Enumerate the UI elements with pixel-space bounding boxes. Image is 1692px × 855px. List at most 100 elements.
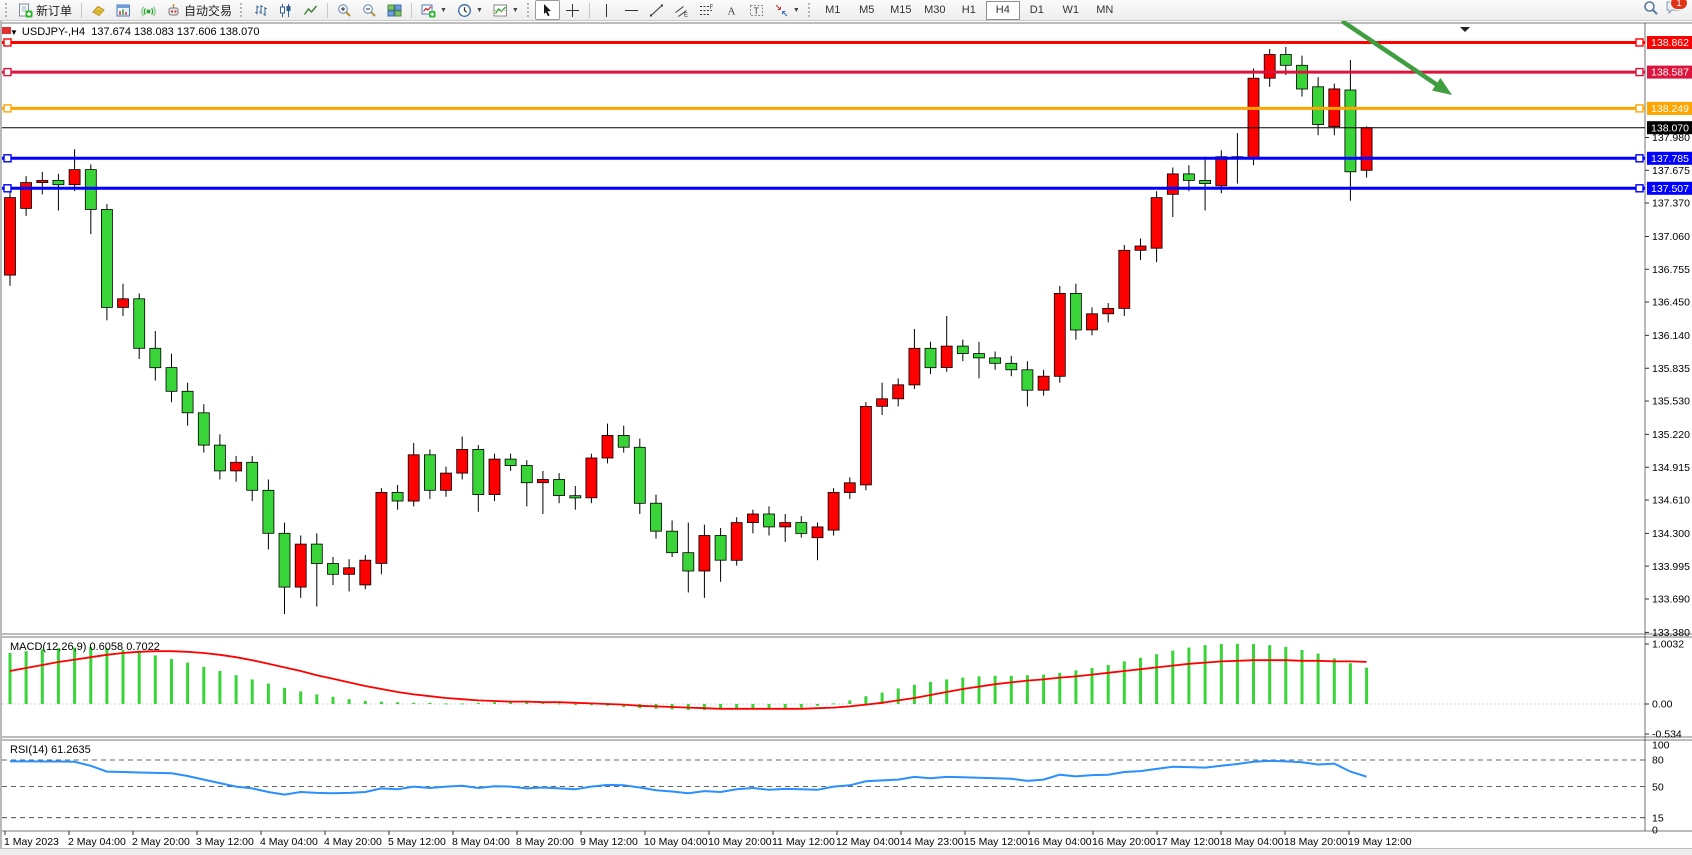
candle — [1021, 369, 1034, 391]
chart-window[interactable]: 137.980 137.675 137.370 137.060 136.755 136.4… — [0, 21, 1692, 855]
candle — [650, 502, 662, 532]
text-tool-button[interactable]: A — [719, 0, 744, 20]
line-handle — [1635, 154, 1644, 163]
horizontal-line-object-137.785[interactable] — [2, 154, 1645, 163]
text-label-tool-button[interactable]: T — [744, 0, 769, 20]
time-axis[interactable]: 1 May 2023 2 May 04:00 2 May 20:00 3 May 12… — [4, 831, 1412, 848]
horizontal-line-tool-button[interactable] — [619, 0, 644, 20]
signals-button[interactable] — [136, 0, 161, 20]
candle — [1134, 245, 1147, 251]
periods-button[interactable]: ▼ — [452, 0, 488, 20]
indicators-button[interactable]: ▼ — [488, 0, 524, 20]
candle — [133, 298, 146, 349]
zoom-out-button[interactable] — [357, 0, 382, 20]
timeframe-button-m30[interactable]: M30 — [924, 4, 946, 16]
candle — [633, 446, 646, 504]
horizontal-line-object-137.507[interactable] — [2, 184, 1645, 193]
timeframe-button-h1[interactable]: H1 — [961, 4, 976, 16]
rsi-axis: 100 80 50 150 — [1652, 740, 1670, 837]
candle — [1312, 86, 1324, 125]
red-anchor-square — [2, 27, 11, 34]
bar-chart-mode-button[interactable] — [248, 0, 273, 20]
price-tick-label: 133.380 — [1652, 627, 1690, 639]
timeframe-button-h4[interactable]: H4 — [985, 0, 1020, 20]
candle — [892, 384, 905, 400]
candle — [1215, 156, 1228, 187]
timeframe-button-m5[interactable]: M5 — [859, 4, 875, 16]
horizontal-line-object-138.862[interactable] — [2, 38, 1645, 47]
candle — [666, 530, 678, 554]
line-chart-mode-button[interactable] — [298, 0, 323, 20]
price-chart-canvas[interactable]: 137.980 137.675 137.370 137.060 136.755 136.4… — [2, 21, 1692, 855]
time-tick-label: 15 May 12:00 — [964, 836, 1028, 848]
line-handle — [1635, 104, 1644, 113]
time-tick-label: 16 May 04:00 — [1028, 836, 1092, 848]
price-badge-138.249: 138.249 — [1647, 101, 1692, 115]
price-tick-label: 136.450 — [1652, 297, 1690, 309]
arrows-tool-button[interactable]: ▼ — [769, 0, 805, 20]
macd-signal-line — [9, 650, 1367, 710]
candle — [1344, 89, 1357, 173]
profile-icon — [91, 3, 106, 18]
arrow-annotation[interactable] — [1340, 21, 1452, 95]
auto-trading-button[interactable]: 自动交易 — [161, 0, 237, 20]
horizontal-line-object-138.587[interactable] — [2, 67, 1645, 77]
candle — [1037, 375, 1050, 391]
new-order-button[interactable]: 新订单 — [13, 0, 77, 20]
trendline-tool-button[interactable] — [644, 0, 669, 20]
zoom-in-button[interactable] — [332, 0, 357, 20]
new-chart-icon — [421, 3, 436, 18]
time-tick-label: 2 May 20:00 — [132, 836, 190, 848]
cursor-tool-button[interactable] — [534, 0, 560, 20]
candle — [1183, 173, 1195, 181]
svg-text:138.070: 138.070 — [1651, 122, 1689, 134]
timeframe-button-m1[interactable]: M1 — [825, 4, 841, 16]
vertical-line-tool-button[interactable] — [594, 0, 619, 20]
fibonacci-tool-button[interactable]: F — [694, 0, 719, 20]
new-chart-button[interactable]: ▼ — [416, 0, 452, 20]
timeframe-button-mn[interactable]: MN — [1096, 4, 1114, 16]
chevron-down-icon[interactable]: ▼ — [475, 6, 483, 14]
timeframe-button-d1[interactable]: D1 — [1029, 4, 1044, 16]
symbol-dropdown-icon[interactable]: ▼ — [10, 28, 18, 37]
candlestick-mode-button[interactable] — [273, 0, 298, 20]
timeframe-button-m15[interactable]: M15 — [890, 4, 912, 16]
candle — [989, 357, 1001, 364]
line-handle — [3, 154, 12, 163]
timeframe-button-w1[interactable]: W1 — [1062, 4, 1080, 16]
candle — [569, 495, 582, 499]
chevron-down-icon[interactable]: ▼ — [792, 6, 800, 14]
horizontal-line-object-138.249[interactable] — [2, 104, 1645, 113]
tile-windows-icon — [387, 3, 402, 18]
market-watch-button[interactable] — [111, 0, 136, 20]
chevron-down-icon[interactable]: ▼ — [440, 6, 447, 14]
toolbar-grip — [526, 3, 532, 17]
candle — [472, 448, 485, 495]
candle — [149, 347, 162, 369]
auto-trading-label: 自动交易 — [184, 3, 233, 18]
indicators-icon — [493, 3, 508, 18]
tile-windows-button[interactable] — [382, 0, 407, 20]
candle — [181, 390, 194, 414]
svg-text:137.785: 137.785 — [1651, 153, 1689, 165]
time-tick-label: 9 May 12:00 — [580, 836, 638, 848]
time-tick-label: 18 May 20:00 — [1284, 836, 1348, 848]
price-axis[interactable]: 137.980 137.675 137.370 137.060 136.755 136.4… — [1645, 132, 1690, 639]
search-icon[interactable] — [1643, 0, 1659, 21]
candle — [1199, 179, 1211, 184]
chart-shift-marker[interactable] — [1460, 27, 1470, 32]
charts-profile-button[interactable] — [86, 0, 111, 20]
time-tick-label: 10 May 04:00 — [644, 836, 708, 848]
candle — [294, 543, 307, 588]
equidistant-channel-tool-button[interactable]: E — [669, 0, 694, 20]
chevron-down-icon[interactable]: ▼ — [511, 6, 519, 14]
notifications-button[interactable]: 1 — [1665, 0, 1688, 20]
main-toolbar: 新订单 自动交易 — [0, 0, 1692, 21]
rsi-value: 61.2635 — [50, 744, 91, 756]
macd-indicator-label: MACD(12,26,9) 0.6058 0.7022 — [10, 641, 160, 653]
candle — [973, 353, 985, 359]
candle — [117, 298, 129, 308]
zoom-out-icon — [362, 3, 377, 18]
candle — [310, 543, 323, 564]
crosshair-tool-button[interactable] — [560, 0, 585, 20]
